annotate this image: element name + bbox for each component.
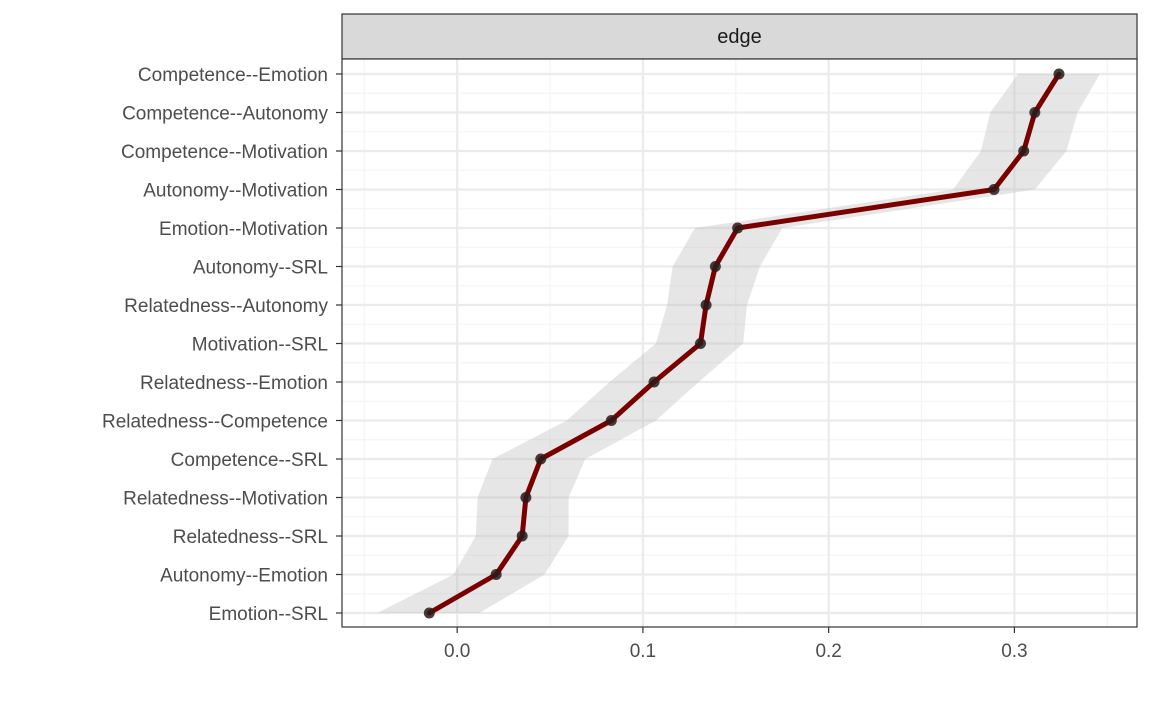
estimate-point [516, 530, 528, 542]
y-tick-label: Competence--Motivation [121, 142, 328, 163]
x-tick-label: 0.1 [630, 641, 656, 662]
estimate-point [694, 338, 706, 349]
ci-band [377, 74, 1100, 613]
y-tick-label: Autonomy--Emotion [160, 566, 328, 587]
estimate-point [1029, 107, 1041, 118]
y-tick-label: Relatedness--SRL [173, 527, 328, 548]
y-tick-label: Autonomy--Motivation [143, 181, 328, 202]
estimate-point [648, 376, 660, 388]
estimate-point [1053, 68, 1065, 80]
y-tick-label: Autonomy--SRL [193, 258, 328, 279]
x-tick-label: 0.0 [444, 641, 470, 662]
y-tick-label: Motivation--SRL [192, 335, 328, 356]
estimate-series [423, 68, 1065, 619]
estimate-point [700, 299, 712, 311]
y-tick-label: Relatedness--Motivation [123, 489, 328, 510]
estimate-point [709, 261, 721, 272]
y-tick-label: Competence--SRL [171, 450, 328, 471]
x-tick-label: 0.3 [1001, 641, 1027, 662]
estimate-point [490, 569, 502, 580]
estimate-point [423, 607, 435, 619]
confidence-band [377, 74, 1100, 613]
y-tick-label: Emotion--Motivation [159, 219, 328, 240]
y-tick-label: Competence--Emotion [138, 65, 328, 86]
estimate-point [1018, 145, 1030, 157]
x-tick-label: 0.2 [815, 641, 841, 662]
estimate-point [732, 222, 744, 234]
y-tick-label: Relatedness--Autonomy [124, 296, 328, 317]
y-tick-label: Emotion--SRL [209, 604, 328, 625]
y-axis: Competence--Emotion Competence--Autonomy C… [102, 65, 342, 625]
estimate-point [605, 415, 617, 426]
estimate-point [520, 492, 532, 503]
strip-background [341, 13, 1138, 60]
y-tick-label: Relatedness--Competence [102, 412, 328, 433]
estimate-point [988, 184, 1000, 195]
strip-label: edge [717, 26, 762, 48]
grid-lines [342, 59, 1137, 627]
x-axis: 0.0 0.1 0.2 0.3 [444, 627, 1028, 662]
y-tick-label: Competence--Autonomy [122, 104, 328, 125]
y-tick-label: Relatedness--Emotion [140, 373, 328, 394]
estimate-point [535, 453, 547, 465]
